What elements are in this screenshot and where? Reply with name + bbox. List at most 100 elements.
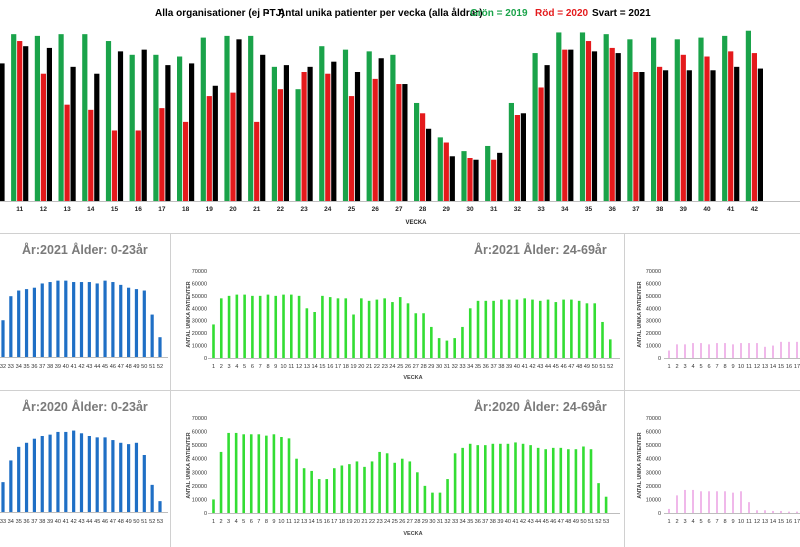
- y-tick-label: 10000: [192, 344, 207, 350]
- x-tick-label: 49: [125, 519, 131, 525]
- bar-grön-week-29: [437, 137, 443, 201]
- y-tick-label: 0: [204, 511, 207, 517]
- bar-week-32: [453, 338, 456, 358]
- bar-week-48: [119, 442, 123, 512]
- bar-week-13: [764, 510, 766, 513]
- bar-svart-week-21: [260, 54, 266, 201]
- bar-grön-week-18: [177, 56, 183, 201]
- bar-week-10: [282, 294, 285, 358]
- x-tick-label: 37: [490, 364, 496, 370]
- x-tick-label: 11: [286, 519, 292, 525]
- x-tick-label: 4: [235, 364, 238, 370]
- x-tick-label: 22: [369, 519, 375, 525]
- bar-week-2: [676, 344, 678, 358]
- x-tick-label: 18: [343, 364, 349, 370]
- x-tick-label: 12: [754, 519, 760, 525]
- x-tick-label: 52: [607, 364, 613, 370]
- x-tick-label: 35: [475, 364, 481, 370]
- x-tick-label: 20: [229, 206, 237, 213]
- x-tick-label: 10: [280, 364, 286, 370]
- bar-week-40: [64, 280, 68, 357]
- x-tick-label: 47: [558, 519, 564, 525]
- bar-week-35: [476, 300, 480, 358]
- x-axis-title: VECKA: [403, 375, 422, 381]
- x-tick-label: 19: [206, 206, 214, 213]
- bar-week-16: [788, 511, 790, 513]
- x-tick-label: 45: [94, 519, 100, 525]
- bar-röd-week-35: [585, 41, 592, 201]
- bar-grön-week-40: [698, 37, 704, 201]
- bar-grön-week-13: [58, 34, 64, 201]
- bar-week-10: [740, 491, 742, 513]
- bar-röd-week-24: [325, 73, 331, 201]
- bar-grön-week-28: [414, 102, 420, 201]
- x-tick-label: 53: [603, 519, 609, 525]
- x-tick-label: 34: [8, 519, 14, 525]
- bar-week-1: [212, 499, 215, 513]
- x-tick-label: 38: [39, 519, 45, 525]
- x-tick-label: 16: [786, 519, 792, 525]
- x-tick-label: 15: [778, 364, 784, 370]
- bar-week-52: [150, 484, 154, 512]
- x-tick-label: 17: [794, 519, 800, 525]
- bar-week-28: [422, 313, 425, 358]
- bar-week-10: [740, 343, 742, 358]
- bar-week-13: [302, 468, 306, 513]
- bar-week-50: [134, 442, 139, 512]
- x-tick-label: 24: [324, 206, 332, 213]
- x-tick-label: 46: [102, 519, 108, 525]
- bar-week-48: [127, 287, 131, 357]
- bar-week-30: [437, 338, 441, 358]
- panel-title: År:2021 Ålder: 0-23år: [22, 242, 148, 257]
- y-tick-label: 20000: [192, 331, 207, 337]
- x-tick-label: 35: [23, 364, 29, 370]
- x-tick-label: 20: [358, 364, 364, 370]
- x-tick-label: 31: [437, 519, 443, 525]
- bar-week-50: [593, 303, 597, 358]
- bar-week-22: [375, 299, 379, 358]
- bar-week-45: [544, 449, 547, 513]
- bar-week-8: [724, 491, 726, 513]
- y-tick-label: 70000: [192, 416, 207, 422]
- x-tick-label: 9: [731, 519, 734, 525]
- bar-röd-week-19: [206, 96, 212, 201]
- y-tick-label: 60000: [646, 430, 661, 436]
- bar-week-11: [287, 438, 291, 513]
- bar-week-52: [597, 483, 600, 513]
- bar-svart-week-12: [46, 47, 52, 201]
- bar-röd-week-17: [159, 108, 165, 201]
- bar-week-40: [56, 431, 60, 512]
- bar-röd-week-41: [728, 51, 734, 201]
- x-tick-label: 1: [667, 519, 670, 525]
- bar-röd-week-26: [372, 78, 378, 201]
- bar-svart-week-18: [189, 63, 195, 202]
- x-tick-label: 23: [376, 519, 382, 525]
- panel-p2021_70: 0 10000 20000 30000 40000 50000 60000 70000ANTA…: [637, 269, 800, 370]
- bar-grön-week-37: [627, 39, 633, 201]
- bar-week-37: [40, 283, 44, 357]
- x-tick-label: 33: [0, 519, 6, 525]
- bar-röd-week-11: [17, 41, 23, 201]
- bar-svart-week-25: [354, 72, 361, 201]
- x-axis-title: VECKA: [403, 531, 422, 537]
- x-tick-label: 49: [573, 519, 579, 525]
- x-tick-label: 36: [609, 206, 617, 213]
- bar-röd-week-18: [183, 121, 189, 201]
- x-tick-label: 1: [212, 519, 215, 525]
- bar-svart-week-30: [473, 159, 479, 201]
- bar-röd-week-12: [40, 73, 46, 201]
- x-tick-label: 41: [70, 364, 76, 370]
- bar-week-43: [79, 433, 84, 512]
- y-tick-label: 60000: [192, 281, 207, 287]
- x-tick-label: 17: [158, 206, 166, 213]
- bar-grön-week-22: [271, 66, 277, 201]
- x-tick-label: 47: [118, 364, 124, 370]
- x-tick-label: 10: [738, 519, 744, 525]
- x-tick-label: 42: [529, 364, 535, 370]
- bar-week-37: [32, 438, 36, 512]
- y-tick-label: 50000: [192, 443, 207, 449]
- bar-grön-week-16: [129, 54, 135, 201]
- bar-röd-week-32: [514, 115, 520, 201]
- bar-week-37: [492, 300, 495, 358]
- bar-week-44: [536, 447, 540, 513]
